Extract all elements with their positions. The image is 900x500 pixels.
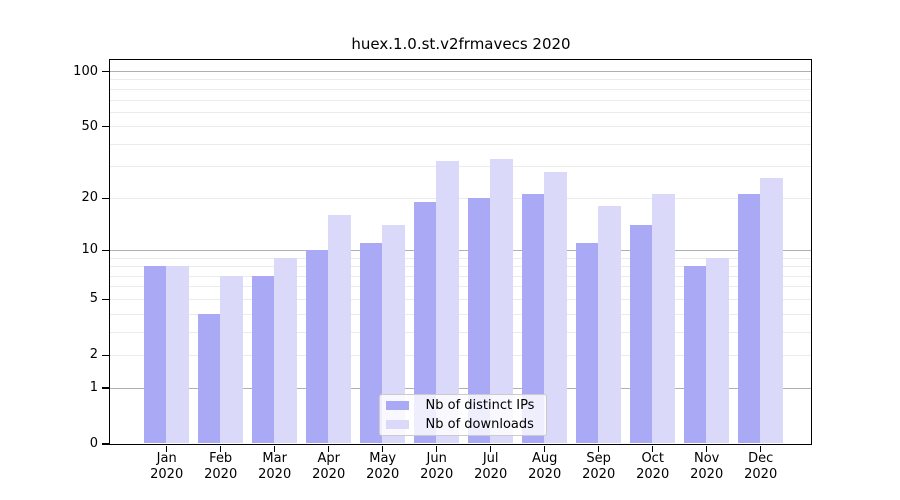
x-tick-label: Dec 2020 — [744, 451, 778, 482]
distinct-ips-swatch-icon — [386, 401, 409, 410]
bar-downloads — [328, 214, 351, 444]
bar-downloads — [544, 171, 567, 444]
y-tick-label: 100 — [73, 63, 98, 79]
gridline-minor — [109, 331, 811, 333]
x-tick — [328, 445, 330, 452]
gridline-minor — [109, 275, 811, 277]
x-tick-label: Feb 2020 — [204, 451, 238, 482]
y-tick — [102, 443, 109, 445]
bar-distinct-ips — [737, 194, 761, 444]
bar-downloads — [652, 194, 675, 444]
gridline-minor — [109, 286, 811, 288]
x-tick — [382, 445, 384, 452]
gridline-minor — [109, 88, 811, 90]
x-tick-label: Jan 2020 — [150, 451, 184, 482]
bar-distinct-ips — [413, 201, 437, 444]
y-tick — [102, 70, 109, 73]
x-tick-label: Jun 2020 — [420, 451, 454, 482]
x-tick — [490, 445, 492, 452]
y-tick — [102, 387, 109, 389]
bar-downloads — [490, 158, 513, 444]
y-tick — [102, 126, 109, 128]
bar-distinct-ips — [575, 242, 599, 444]
y-tick-label: 10 — [81, 242, 98, 258]
bar-distinct-ips — [521, 194, 545, 444]
bar-distinct-ips — [629, 224, 653, 444]
gridline-major — [109, 249, 811, 251]
y-tick-label: 0 — [89, 436, 98, 452]
x-tick — [436, 445, 438, 452]
y-tick — [102, 249, 109, 252]
legend-label: Nb of distinct IPs — [425, 398, 535, 413]
bar-downloads — [166, 266, 189, 444]
bar-downloads — [436, 161, 459, 444]
gridline-minor — [109, 197, 811, 199]
gridline-major — [109, 387, 811, 389]
x-tick — [544, 445, 546, 452]
y-tick-label: 2 — [89, 347, 98, 363]
bar-distinct-ips — [251, 275, 275, 444]
x-tick — [598, 445, 600, 452]
x-tick — [760, 445, 762, 452]
gridline-minor — [109, 79, 811, 81]
gridline-minor — [109, 166, 811, 168]
bar-downloads — [598, 205, 621, 444]
y-tick-label: 50 — [81, 118, 98, 134]
x-tick-label: Sep 2020 — [582, 451, 616, 482]
bar-distinct-ips — [683, 266, 707, 444]
x-tick-label: Mar 2020 — [258, 451, 292, 482]
y-tick — [102, 298, 109, 301]
bar-downloads — [706, 257, 729, 444]
x-tick-label: Jul 2020 — [474, 451, 508, 482]
bar-downloads — [220, 275, 243, 444]
bar-downloads — [382, 224, 405, 444]
x-tick — [166, 445, 168, 452]
x-tick-label: Aug 2020 — [528, 451, 562, 482]
gridline-minor — [109, 111, 811, 113]
gridline-minor — [109, 99, 811, 101]
legend-item-downloads: Nb of downloads — [380, 415, 546, 434]
gridline-minor — [109, 313, 811, 315]
gridline-minor — [109, 266, 811, 268]
legend: Nb of distinct IPs Nb of downloads — [379, 394, 547, 436]
gridline-minor — [109, 298, 811, 300]
legend-label: Nb of downloads — [425, 417, 534, 432]
bar-distinct-ips — [467, 197, 491, 444]
x-tick — [706, 445, 708, 452]
gridline-minor — [109, 257, 811, 259]
downloads-swatch-icon — [386, 420, 409, 429]
x-tick-label: Nov 2020 — [690, 451, 724, 482]
gridline-major — [109, 71, 811, 73]
x-tick-label: Oct 2020 — [636, 451, 670, 482]
bar-distinct-ips — [143, 266, 167, 444]
x-tick — [220, 445, 222, 452]
bar-distinct-ips — [359, 242, 383, 444]
chart-title: huex.1.0.st.v2frmavecs 2020 — [351, 35, 571, 53]
y-tick-label: 1 — [89, 380, 98, 396]
y-tick — [102, 197, 109, 199]
bar-distinct-ips — [305, 249, 329, 444]
bar-downloads — [760, 177, 783, 444]
x-tick — [652, 445, 654, 452]
y-tick-label: 5 — [89, 291, 98, 307]
gridline-minor — [109, 354, 811, 356]
x-tick-label: Apr 2020 — [312, 451, 346, 482]
x-tick-label: May 2020 — [366, 451, 400, 482]
bar-downloads — [274, 257, 297, 444]
gridline-minor — [109, 143, 811, 145]
y-tick — [102, 354, 109, 356]
x-tick — [274, 445, 276, 452]
plot-area — [108, 58, 812, 445]
bar-distinct-ips — [197, 313, 221, 444]
legend-item-distinct-ips: Nb of distinct IPs — [380, 396, 546, 415]
gridline-minor — [109, 126, 811, 128]
y-tick-label: 20 — [81, 190, 98, 206]
